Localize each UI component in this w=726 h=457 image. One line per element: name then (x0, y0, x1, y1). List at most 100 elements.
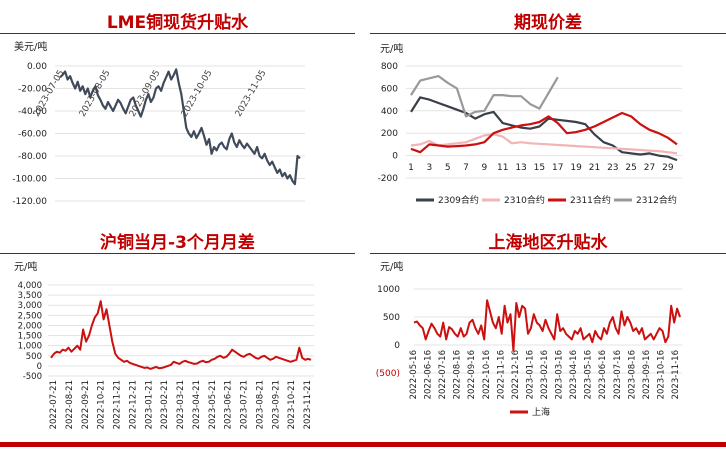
x-tick-label: 23 (607, 163, 618, 173)
series-line (50, 300, 312, 370)
x-tick-label: 2022-06-16 (424, 350, 434, 399)
x-tick-label: 13 (515, 163, 526, 173)
chart-title: LME铜现货升贴水 (106, 13, 249, 33)
y-tick-label: -20.00 (18, 85, 47, 95)
x-tick-label: 11 (497, 163, 508, 173)
x-tick-label: 15 (534, 163, 545, 173)
chart-title: 期现价差 (514, 13, 582, 33)
x-tick-label: 27 (644, 163, 655, 173)
x-tick-label: 2023-04-21 (192, 380, 202, 429)
y-tick-label: 400 (381, 107, 398, 117)
y-tick-label: 0.00 (27, 62, 47, 72)
y-tick-label: 2,000 (18, 321, 42, 331)
x-tick-label: 2022-11-21 (113, 380, 123, 429)
y-axis-unit: 元/吨 (14, 262, 38, 273)
x-tick-label: 3 (426, 163, 432, 173)
x-tick-label: 2023-02-21 (160, 380, 170, 429)
x-tick-label: 2023-07-21 (240, 380, 250, 429)
y-tick-label: 600 (381, 84, 398, 94)
y-tick-label: -200 (378, 174, 399, 184)
legend-label: 2309合约 (438, 194, 479, 206)
x-tick-label: 7 (463, 163, 469, 173)
x-tick-label: 2022-05-16 (409, 350, 419, 399)
x-tick-label: 2022-08-16 (453, 350, 463, 399)
y-tick-label: 1000 (377, 285, 400, 295)
x-tick-label: 2023-10-21 (287, 380, 297, 429)
y-tick-label: -120.00 (12, 197, 47, 207)
month-spread-chart: 4,0003,5003,0002,5002,0001,5001,0005000-… (18, 281, 314, 429)
x-tick-label: 2022-09-16 (467, 350, 477, 399)
y-tick-label: 1,500 (18, 332, 42, 342)
x-tick-label: 2022-08-21 (65, 380, 75, 429)
x-tick-label: 9 (482, 163, 488, 173)
x-tick-label: 2023-05-16 (584, 350, 594, 399)
y-tick-label: 0 (394, 341, 400, 351)
bottom-accent-bar (0, 442, 726, 447)
x-tick-label: 2023-07-16 (613, 350, 623, 399)
lme-premium-chart: 0.00 -20.00 -40.00 -60.00 -80.00 -100.00 -120.… (12, 62, 305, 207)
x-tick-label: 2022-11-16 (496, 350, 506, 399)
x-tick-label: 2023-11-16 (671, 350, 681, 399)
series-line (59, 68, 301, 186)
y-tick-label: 200 (381, 129, 398, 139)
y-tick-label: 0 (37, 362, 42, 372)
chart-title: 上海地区升贴水 (488, 233, 608, 253)
panel-lme-premium: LME铜现货升贴水 美元/吨 0.00 -20.00 -40.00 -60.00 -80… (0, 0, 355, 222)
x-tick-label: 2023-03-16 (555, 350, 565, 399)
y-tick-label: 500 (383, 313, 400, 323)
x-tick-label: 2022-07-21 (49, 380, 59, 429)
y-axis-unit: 元/吨 (380, 262, 404, 273)
x-tick-label: 2023-04-16 (569, 350, 579, 399)
title-rule (0, 253, 355, 254)
x-tick-label: 19 (570, 163, 582, 173)
x-tick-label: 2023-01-16 (525, 350, 535, 399)
series-line (410, 133, 678, 155)
y-tick-label: 1,000 (18, 342, 42, 352)
shanghai-premium-chart: 1000 500 0 (500) 2022-05-16 2022-06-16 2022-07… (376, 285, 682, 418)
series-line (410, 75, 559, 118)
x-tick-label: 1 (408, 163, 414, 173)
x-tick-label: 2022-10-21 (97, 380, 107, 429)
x-tick-label: 2022-07-16 (438, 350, 448, 399)
panel-month-spread: 沪铜当月-3个月月差 元/吨 4,000 3,500 3,000 2,500 2,000… (0, 222, 355, 440)
x-tick-label: 17 (552, 163, 563, 173)
x-tick-label: 25 (625, 163, 636, 173)
y-tick-label: (500) (376, 369, 400, 379)
y-axis-unit: 美元/吨 (14, 42, 48, 53)
y-tick-label: 4,000 (18, 281, 42, 291)
series-line (413, 299, 681, 352)
y-tick-label: 0 (392, 152, 398, 162)
legend-label: 上海 (532, 406, 550, 418)
x-tick-label: 2023-09-16 (642, 350, 652, 399)
x-tick-label: 2023-09-21 (271, 380, 281, 429)
chart-title: 沪铜当月-3个月月差 (100, 233, 255, 253)
x-tick-label: 2022-12-21 (128, 380, 138, 429)
y-tick-label: 3,500 (18, 291, 42, 301)
y-tick-label: -100.00 (12, 175, 47, 185)
x-tick-label: 2022-10-16 (482, 350, 492, 399)
x-tick-label: 2023-02-16 (540, 350, 550, 399)
title-rule (0, 33, 355, 34)
x-tick-label: 5 (445, 163, 451, 173)
x-tick-label: 2022-12-16 (511, 350, 521, 399)
x-tick-label: 2023-06-21 (224, 380, 234, 429)
x-tick-label: 2023-08-21 (255, 380, 265, 429)
panel-basis: 期现价差 元/吨 800 600 400 200 0 -200 1 3 5 7 9 11 13 15 17 1… (370, 0, 726, 222)
legend-label: 2311合约 (570, 194, 611, 206)
x-tick-label: 2023-03-21 (176, 380, 186, 429)
legend-label: 2312合约 (636, 194, 677, 206)
x-tick-label: 2022-09-21 (81, 380, 91, 429)
x-tick-label: 2023-11-21 (303, 380, 313, 429)
y-axis-unit: 元/吨 (380, 44, 404, 55)
x-tick-label: 2023-06-16 (598, 350, 608, 399)
x-tick-label: 21 (589, 163, 600, 173)
x-tick-label: 2023-01-21 (144, 380, 154, 429)
title-rule (370, 253, 726, 254)
panel-shanghai-premium: 上海地区升贴水 元/吨 1000 500 0 (500) 2022-05-16 2022-… (370, 222, 726, 440)
y-tick-label: -80.00 (18, 152, 47, 162)
x-tick-label: 2023-05-21 (208, 380, 218, 429)
x-tick-label: 29 (662, 163, 674, 173)
legend-label: 2310合约 (504, 194, 545, 206)
y-tick-label: 800 (381, 62, 398, 72)
